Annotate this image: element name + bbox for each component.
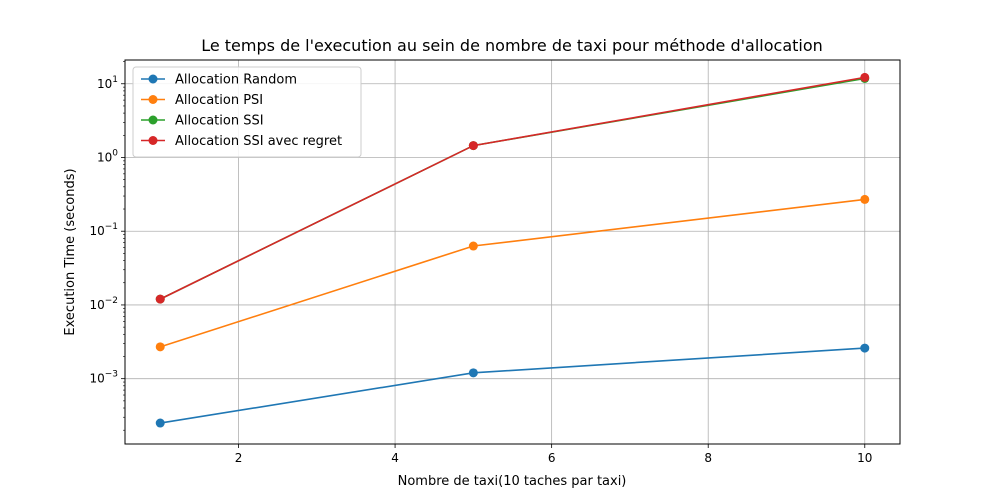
x-tick-label: 2 xyxy=(235,451,243,465)
legend-marker xyxy=(148,95,158,104)
legend-item: Allocation SSI xyxy=(141,114,264,129)
x-ticks: 2 4 6 8 10 xyxy=(235,444,872,465)
data-point xyxy=(155,418,165,428)
x-tick-label: 6 xyxy=(548,451,556,465)
series-3 xyxy=(155,72,870,304)
data-point xyxy=(468,368,478,378)
series-1 xyxy=(155,194,870,352)
legend-label: Allocation SSI avec regret xyxy=(175,134,342,149)
legend-item: Allocation SSI avec regret xyxy=(141,134,342,149)
legend-box xyxy=(132,66,362,158)
legend-item: Allocation PSI xyxy=(141,93,263,108)
y-tick-label: 10−3 xyxy=(89,370,118,386)
data-point xyxy=(468,241,478,251)
x-axis-label: Nombre de taxi(10 taches par taxi) xyxy=(398,474,627,489)
x-tick-label: 10 xyxy=(857,451,872,465)
y-tick-label: 10−1 xyxy=(89,222,118,238)
y-tick-label: 101 xyxy=(97,75,118,91)
data-point xyxy=(860,194,870,204)
series-layer xyxy=(155,72,870,428)
legend: Allocation Random Allocation PSI Allocatio… xyxy=(132,66,362,158)
legend-label: Allocation PSI xyxy=(175,93,263,108)
legend-label: Allocation Random xyxy=(175,73,297,88)
data-point xyxy=(860,343,870,353)
series-0 xyxy=(155,343,870,428)
data-point xyxy=(468,141,478,151)
y-tick-label: 100 xyxy=(97,148,118,164)
series-line xyxy=(160,347,865,424)
legend-item: Allocation Random xyxy=(141,73,297,88)
plot-frame xyxy=(124,59,901,445)
y-tick-label: 10−2 xyxy=(89,296,118,312)
series-line xyxy=(159,198,865,348)
legend-marker xyxy=(148,115,158,125)
data-point xyxy=(860,72,870,82)
x-tick-label: 4 xyxy=(391,451,399,465)
data-point xyxy=(155,294,165,304)
legend-label: Allocation SSI xyxy=(175,114,264,129)
y-axis-label: Execution Time (seconds) xyxy=(63,168,78,335)
data-point xyxy=(155,342,165,352)
y-ticks: 10−3 10−2 10−1 100 101 xyxy=(89,61,125,431)
legend-marker xyxy=(148,136,158,145)
chart-title: Le temps de l'execution au sein de nombr… xyxy=(201,36,823,55)
grid xyxy=(125,60,900,444)
x-tick-label: 8 xyxy=(704,451,712,465)
legend-marker xyxy=(148,74,158,84)
